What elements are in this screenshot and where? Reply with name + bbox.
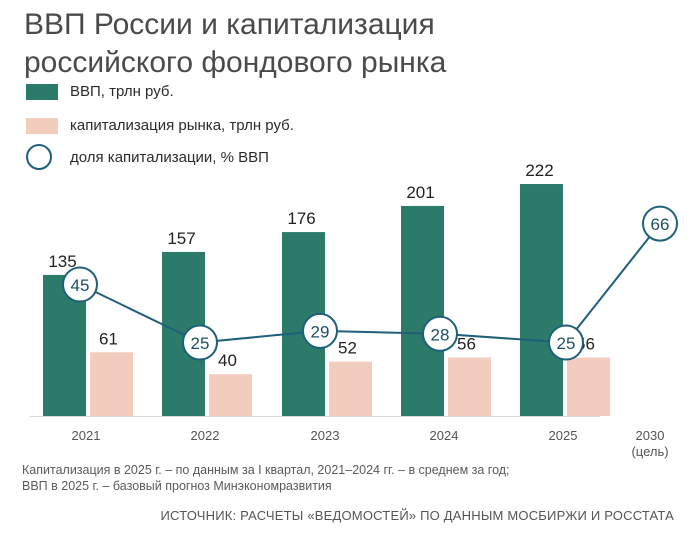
x-tick-label-2023: 2023 [311,428,340,443]
share-point-2023 [302,312,338,349]
cap-bar-2021 [90,352,133,416]
x-tick-label-2025: 2025 [549,428,578,443]
gdp-value-label-2024: 201 [406,183,434,202]
cap-bar-2025 [567,357,610,416]
cap-bar-2024 [448,357,491,416]
share-point-2022 [182,324,218,361]
x-tick-label-2030: 2030 [636,428,665,443]
cap-value-label-2023: 52 [338,339,357,358]
legend-swatch-capitalization [26,118,58,134]
chart-title-line-2: российского фондового рынка [24,46,447,79]
x-tick-sublabel-target: (цель) [631,444,668,459]
gdp-value-label-2022: 157 [167,229,195,248]
legend-swatch-gdp [26,84,58,100]
note-line-1: Капитализация в 2025 г. – по данным за I… [22,463,510,477]
gdp-bar-2025 [520,184,563,416]
gdp-value-label-2023: 176 [287,209,315,228]
share-point-2021 [62,266,98,303]
legend-item-share: доля капитализации, % ВВП [26,144,426,172]
share-value-label-2030: 66 [651,215,670,234]
share-point-2024 [422,315,458,352]
chart-title-line-1: ВВП России и капитализация [24,8,435,41]
share-line [79,222,661,344]
gdp-value-label-2025: 222 [525,161,553,180]
gdp-bar-2024 [401,205,444,416]
share-value-label-2021: 45 [71,276,90,295]
cap-bar-2022 [209,374,252,416]
legend-item-capitalization: капитализация рынка, трлн руб. [26,114,426,140]
legend-circle-icon [26,144,52,170]
share-point-2025 [548,324,584,361]
chart-notes: Капитализация в 2025 г. – по данным за I… [22,462,510,494]
share-value-label-2024: 28 [431,325,450,344]
cap-value-label-2024: 56 [457,334,476,353]
cap-value-label-2021: 61 [99,329,118,348]
x-tick-label-2024: 2024 [430,428,459,443]
gdp-value-label-2021: 135 [48,252,76,271]
legend-label-share: доля капитализации, % ВВП [70,149,269,166]
cap-value-label-2022: 40 [218,351,237,370]
legend-item-gdp: ВВП, трлн руб. [26,80,426,106]
share-value-label-2022: 25 [191,334,210,353]
legend-label-capitalization: капитализация рынка, трлн руб. [70,117,294,134]
source-line: ИСТОЧНИК: РАСЧЕТЫ «ВЕДОМОСТЕЙ» ПО ДАННЫМ… [160,508,674,523]
chart-title: ВВП России и капитализация российского ф… [24,6,446,82]
note-line-2: ВВП в 2025 г. – базовый прогноз Минэконо… [22,479,332,493]
share-value-label-2025: 25 [557,334,576,353]
legend-label-gdp: ВВП, трлн руб. [70,83,174,100]
share-point-2030 [642,205,678,242]
cap-bar-2023 [329,361,372,416]
share-value-label-2023: 29 [311,322,330,341]
x-tick-label-2021: 2021 [72,428,101,443]
x-tick-label-2022: 2022 [191,428,220,443]
